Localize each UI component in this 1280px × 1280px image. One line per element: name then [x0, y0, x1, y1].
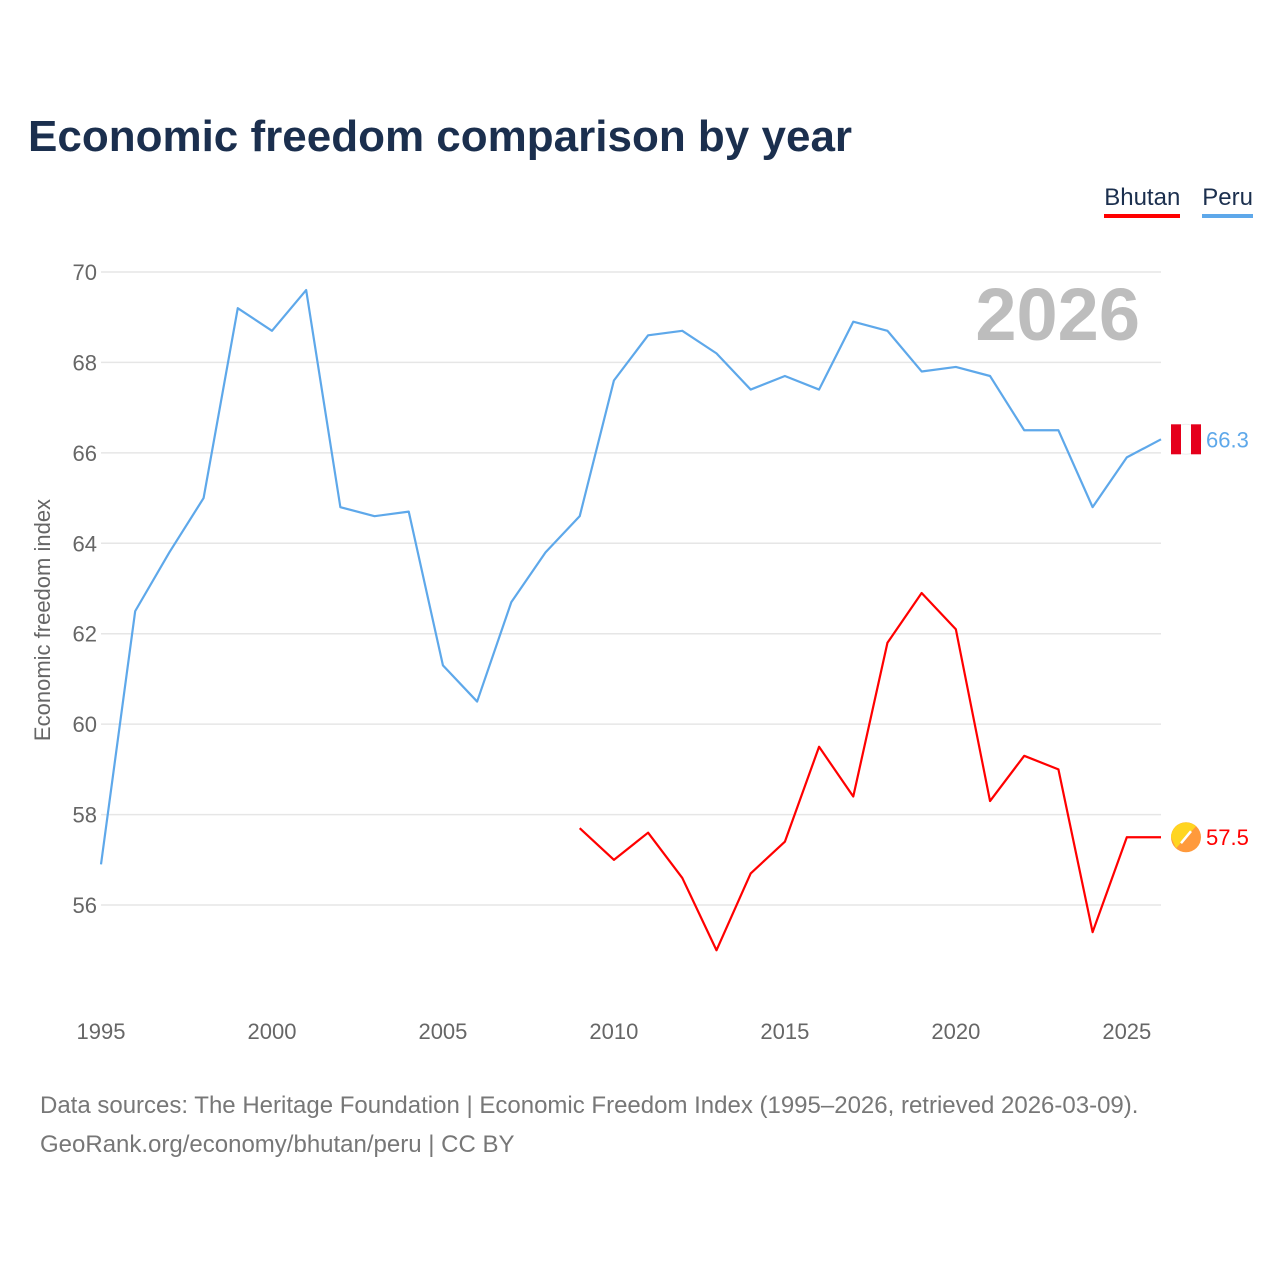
footer: Data sources: The Heritage Foundation | … [40, 1086, 1138, 1164]
end-value-label-bhutan: 57.5 [1206, 825, 1249, 850]
peru-flag-stripe [1191, 424, 1201, 455]
y-tick-label: 70 [73, 260, 97, 285]
y-tick-label: 58 [73, 803, 97, 828]
series-line-bhutan [578, 591, 1161, 952]
x-tick-label: 1995 [77, 1019, 126, 1044]
y-tick-label: 66 [73, 441, 97, 466]
end-value-label-peru: 66.3 [1206, 427, 1249, 452]
legend: Bhutan Peru [1104, 184, 1253, 218]
y-tick-label: 60 [73, 712, 97, 737]
legend-item-bhutan[interactable]: Bhutan [1104, 184, 1181, 218]
y-tick-label: 64 [73, 531, 97, 556]
y-tick-label: 56 [73, 893, 97, 918]
data-source: Data sources: The Heritage Foundation | … [40, 1092, 1139, 1119]
year-watermark: 2026 [975, 273, 1140, 356]
legend-item-peru[interactable]: Peru [1202, 184, 1253, 218]
x-tick-label: 2020 [931, 1019, 980, 1044]
x-tick-label: 2015 [760, 1019, 809, 1044]
bhutan-flag-dragon [1180, 830, 1192, 845]
x-tick-label: 2010 [589, 1019, 638, 1044]
x-tick-label: 2025 [1102, 1019, 1151, 1044]
bhutan-flag-yellow [1171, 822, 1196, 849]
series-line-peru [99, 288, 1162, 865]
x-tick-label: 2005 [418, 1019, 467, 1044]
peru-flag-stripe [1171, 424, 1181, 455]
y-axis-label: Economic freedom index [30, 499, 55, 741]
y-tick-label: 62 [73, 622, 97, 647]
y-tick-label: 68 [73, 350, 97, 375]
x-tick-label: 2000 [247, 1019, 296, 1044]
chart-title: Economic freedom comparison by year [28, 112, 853, 161]
attribution[interactable]: GeoRank.org/economy/bhutan/peru | CC BY [40, 1131, 515, 1158]
